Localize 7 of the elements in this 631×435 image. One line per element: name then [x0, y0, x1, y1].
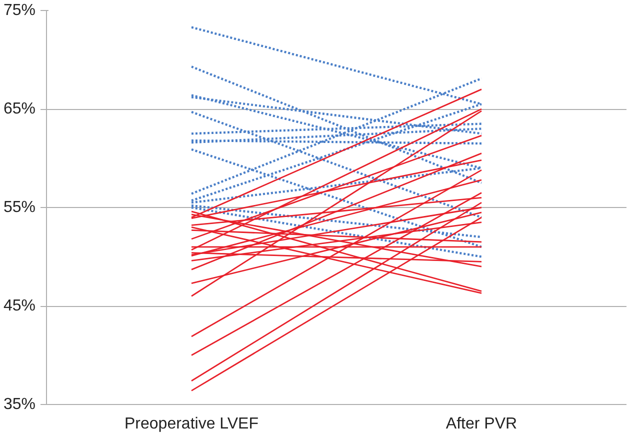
y-tick-label: 45% — [3, 298, 36, 314]
x-tick-label: After PVR — [446, 416, 518, 432]
y-tick-label: 55% — [3, 199, 36, 216]
y-tick-label: 75% — [3, 2, 36, 19]
x-tick-label: Preoperative LVEF — [124, 416, 259, 432]
y-tick-label: 35% — [3, 396, 36, 413]
y-tick-label: 65% — [3, 100, 36, 118]
